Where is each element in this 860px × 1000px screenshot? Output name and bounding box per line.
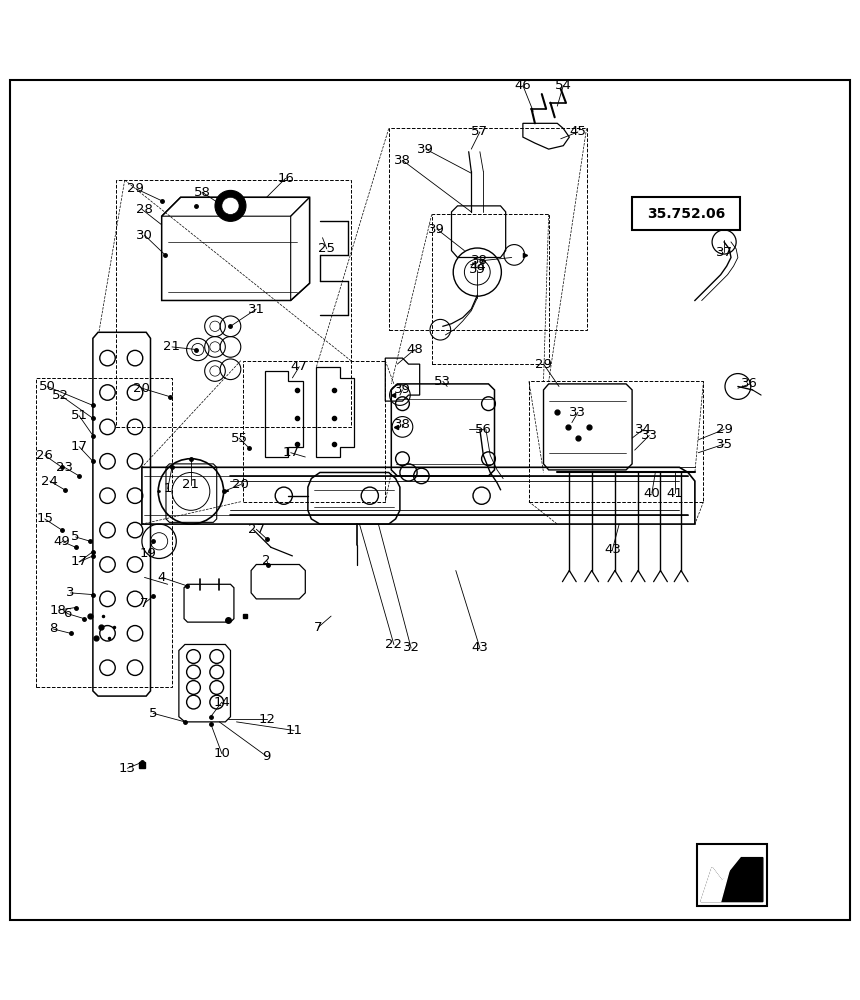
Text: 39: 39 [428, 223, 445, 236]
Text: 4: 4 [157, 571, 166, 584]
Text: 34: 34 [635, 423, 652, 436]
Text: 38: 38 [394, 418, 411, 431]
Bar [632, 197, 740, 230]
Text: 12: 12 [258, 713, 275, 726]
Text: 55: 55 [230, 432, 248, 445]
Circle shape [222, 197, 239, 214]
Text: 7: 7 [140, 597, 149, 610]
Text: 9: 9 [262, 750, 271, 763]
Text: 17: 17 [71, 440, 88, 453]
Text: 48: 48 [406, 343, 423, 356]
Text: 10: 10 [213, 747, 230, 760]
Text: 24: 24 [41, 475, 58, 488]
Text: 22: 22 [385, 638, 402, 651]
Text: 21: 21 [163, 340, 181, 353]
Text: 19: 19 [139, 547, 157, 560]
Text: 5: 5 [149, 707, 157, 720]
Text: 53: 53 [434, 375, 452, 388]
Text: 16: 16 [277, 172, 294, 185]
Bar [36, 378, 172, 687]
Text: 20: 20 [133, 382, 150, 395]
Text: 25: 25 [318, 242, 335, 255]
Text: 31: 31 [248, 303, 265, 316]
Text: 39: 39 [469, 263, 486, 276]
Text: 52: 52 [52, 389, 69, 402]
Text: 40: 40 [643, 487, 660, 500]
Text: 13: 13 [119, 762, 136, 775]
Text: 18: 18 [50, 604, 67, 617]
Text: 2: 2 [262, 554, 271, 567]
Text: 38: 38 [471, 254, 488, 267]
Text: 29: 29 [535, 358, 552, 371]
Text: 29: 29 [127, 182, 144, 195]
Bar [116, 180, 351, 427]
Text: 43: 43 [471, 641, 488, 654]
Text: 54: 54 [555, 79, 572, 92]
Text: 14: 14 [213, 696, 230, 709]
Text: 6: 6 [63, 607, 71, 620]
Text: 46: 46 [514, 79, 531, 92]
Text: 20: 20 [232, 478, 249, 491]
Text: 32: 32 [402, 641, 420, 654]
Bar [697, 844, 767, 906]
Text: 17: 17 [71, 555, 88, 568]
Text: 35: 35 [716, 438, 733, 451]
Text: 51: 51 [71, 409, 88, 422]
Text: 57: 57 [471, 125, 488, 138]
Text: 23: 23 [56, 461, 73, 474]
Text: 26: 26 [36, 449, 53, 462]
Bar [432, 214, 549, 364]
Text: 3: 3 [66, 586, 75, 599]
Text: 21: 21 [182, 478, 200, 491]
Text: 44: 44 [469, 260, 486, 273]
Circle shape [215, 190, 246, 221]
Text: 47: 47 [291, 360, 308, 373]
Text: 7: 7 [314, 621, 322, 634]
Polygon shape [701, 858, 763, 902]
Text: 11: 11 [286, 724, 303, 737]
Text: 39: 39 [417, 143, 434, 156]
Text: 17: 17 [282, 446, 299, 459]
Bar [529, 381, 703, 502]
Text: 41: 41 [666, 487, 684, 500]
Bar [389, 128, 587, 330]
Text: 1: 1 [163, 482, 172, 495]
Text: 39: 39 [394, 383, 411, 396]
Text: 5: 5 [71, 530, 80, 543]
Text: 50: 50 [39, 380, 56, 393]
Text: 45: 45 [569, 125, 587, 138]
Text: 37: 37 [716, 246, 733, 259]
Text: 28: 28 [136, 203, 153, 216]
Text: 29: 29 [716, 423, 733, 436]
Bar [243, 361, 385, 502]
Text: 33: 33 [569, 406, 587, 419]
Text: 8: 8 [49, 622, 58, 636]
Text: 15: 15 [36, 512, 53, 525]
Text: 30: 30 [136, 229, 153, 242]
Text: 33: 33 [641, 429, 658, 442]
Polygon shape [701, 868, 729, 902]
Text: 49: 49 [53, 535, 71, 548]
Text: 58: 58 [194, 186, 211, 199]
Text: 27: 27 [248, 523, 265, 536]
Text: 38: 38 [394, 154, 411, 167]
Text: 35.752.06: 35.752.06 [647, 207, 725, 221]
Text: 36: 36 [741, 377, 759, 390]
Text: 43: 43 [604, 543, 621, 556]
Text: 56: 56 [475, 423, 492, 436]
